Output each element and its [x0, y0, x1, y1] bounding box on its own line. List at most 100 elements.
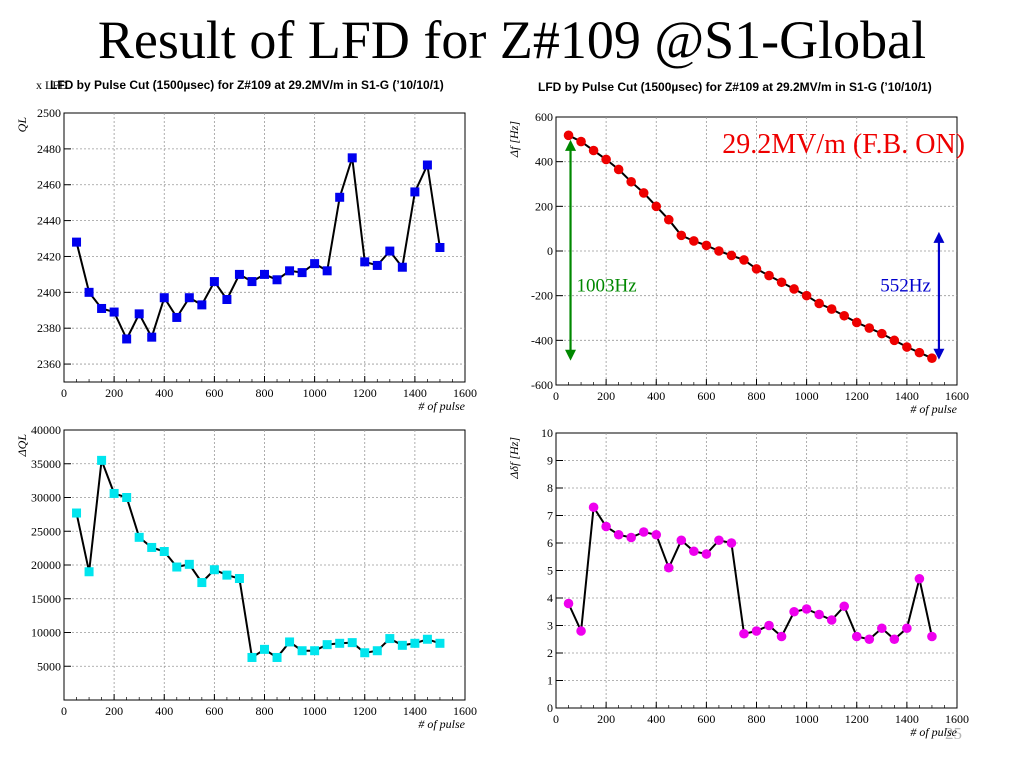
page-number: 25 — [945, 724, 962, 743]
data-point — [739, 255, 749, 265]
y-tick-label: 400 — [535, 155, 553, 169]
data-point — [397, 640, 407, 650]
y-tick-label: 200 — [535, 199, 553, 213]
data-point — [209, 277, 219, 287]
y-tick-label: -200 — [531, 289, 553, 303]
data-point — [122, 334, 132, 344]
data-point — [247, 277, 257, 287]
data-point — [851, 317, 862, 328]
data-point — [902, 623, 912, 634]
data-point — [801, 604, 812, 614]
data-point — [385, 634, 395, 644]
data-point — [789, 284, 799, 294]
data-point — [360, 257, 370, 267]
data-point — [563, 130, 574, 141]
x-tick-label: 400 — [647, 712, 665, 726]
x-tick-label: 1400 — [895, 389, 919, 403]
y-tick-label: 2360 — [37, 357, 61, 371]
x-tick-label: 1600 — [453, 386, 477, 400]
x-tick-label: 400 — [155, 386, 173, 400]
data-point — [385, 246, 395, 256]
y-tick-label: 2500 — [37, 106, 61, 120]
y-tick-label: 2 — [547, 646, 553, 660]
x-tick-label: 1200 — [845, 389, 869, 403]
x-tick-label: 800 — [256, 386, 274, 400]
data-point — [422, 634, 432, 644]
y-tick-label: 35000 — [31, 457, 61, 471]
y-tick-label: 5000 — [37, 659, 61, 673]
data-point — [172, 312, 182, 322]
data-point — [839, 310, 850, 321]
data-point — [184, 559, 194, 569]
data-point — [789, 606, 799, 617]
data-point — [347, 153, 357, 163]
data-point — [322, 640, 332, 650]
x-tick-label: 600 — [205, 386, 223, 400]
data-point — [889, 634, 900, 645]
y-tick-label: 8 — [547, 481, 553, 495]
data-point — [826, 615, 837, 625]
x-tick-label: 0 — [61, 704, 67, 718]
data-point — [297, 646, 307, 656]
y-tick-label: 2380 — [37, 321, 61, 335]
data-point — [260, 644, 269, 654]
y-axis-label: Δf [Hz] — [507, 121, 521, 158]
data-point — [588, 502, 599, 513]
x-tick-label: 0 — [61, 386, 67, 400]
data-point — [134, 309, 144, 319]
x-tick-label: 1000 — [303, 386, 327, 400]
x-tick-label: 1000 — [795, 389, 819, 403]
y-axis-label: ΔQL — [15, 434, 29, 458]
data-point — [927, 353, 937, 364]
data-point — [776, 277, 787, 288]
x-tick-label: 1400 — [895, 712, 919, 726]
y-tick-label: 600 — [535, 110, 553, 124]
data-point — [372, 260, 382, 270]
chart-df: 0 200 400 600 800 1000 1200 1400 1600 -600 -400 -20… — [507, 110, 969, 416]
data-point — [372, 646, 382, 656]
data-point — [663, 562, 674, 573]
y-tick-label: 3 — [547, 619, 553, 633]
data-point — [576, 136, 586, 147]
y-tick-label: 20000 — [31, 558, 61, 572]
x-tick-label: 1000 — [303, 704, 327, 718]
data-point — [601, 521, 611, 532]
y-tick-label: 40000 — [31, 423, 61, 437]
data-point — [726, 538, 737, 548]
data-point — [814, 609, 824, 620]
x-axis-label: # of pulse — [418, 717, 465, 731]
y-tick-label: -600 — [531, 378, 553, 392]
data-point — [801, 290, 812, 301]
data-point — [877, 328, 887, 339]
data-point — [410, 638, 420, 648]
x-tick-label: 200 — [105, 386, 123, 400]
data-point — [626, 176, 636, 187]
data-point — [877, 623, 887, 634]
annotation-field-label: 29.2MV/m (F.B. ON) — [722, 129, 965, 160]
y-tick-label: 2400 — [37, 285, 61, 299]
chart-ql: 0 200 400 600 800 1000 1200 1400 1600 2360 2380 240… — [15, 78, 477, 413]
data-point — [197, 300, 207, 310]
y-tick-label: 5 — [547, 564, 553, 578]
y-tick-label: 9 — [547, 454, 553, 468]
data-point — [651, 201, 662, 212]
chart-dql: 0 200 400 600 800 1000 1200 1400 1600 5000 10000 15… — [15, 423, 477, 731]
data-point — [576, 626, 586, 636]
data-point — [714, 246, 724, 256]
x-tick-label: 1400 — [403, 704, 427, 718]
data-point — [889, 335, 900, 346]
data-point — [588, 145, 599, 156]
y-tick-label: 7 — [547, 509, 553, 523]
y-tick-label: -400 — [531, 333, 553, 347]
y-tick-label: 4 — [547, 591, 553, 605]
chart-ddf: 0 200 400 600 800 1000 1200 1400 1600 0 1 2 3 4 5 6 7 8 9 1… — [507, 426, 969, 739]
y-tick-label: 2460 — [37, 178, 61, 192]
data-point — [839, 601, 850, 612]
data-point — [814, 298, 824, 309]
x-tick-label: 800 — [748, 712, 766, 726]
x-tick-label: 600 — [697, 389, 715, 403]
x-tick-label: 600 — [205, 704, 223, 718]
data-point — [172, 562, 182, 572]
data-point — [902, 342, 912, 352]
y-tick-label: 10 — [541, 426, 553, 440]
